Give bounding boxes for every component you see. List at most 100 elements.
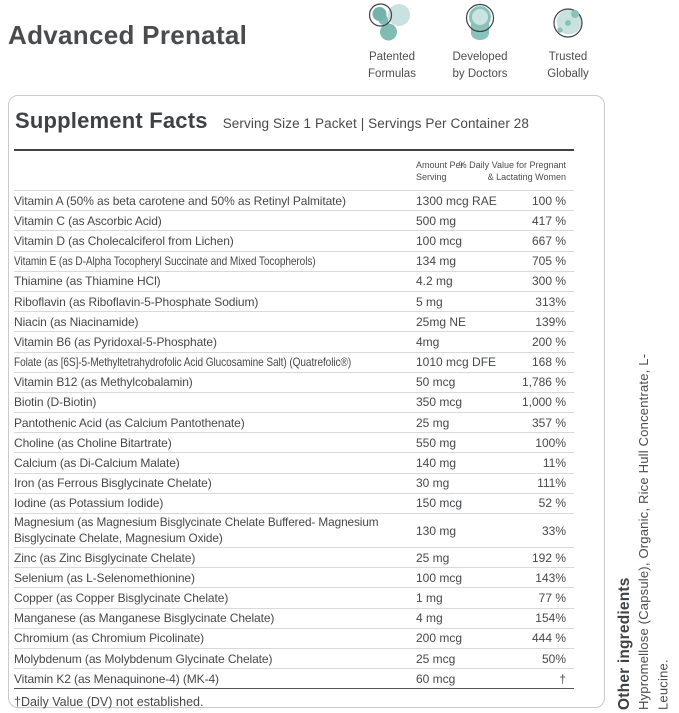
table-row: Chromium (as Chromium Picolinate) 200 mc… — [14, 629, 574, 649]
nutrient-amount: 4.2 mg — [416, 274, 453, 289]
nutrient-name: Iron (as Ferrous Bisglycinate Chelate) — [14, 476, 212, 491]
supplement-facts-panel: Supplement Facts Serving Size 1 Packet |… — [8, 95, 605, 709]
other-ingredients: Other ingredients Hypromellose (Capsule)… — [616, 310, 673, 710]
nutrient-name: Calcium (as Di-Calcium Malate) — [14, 456, 180, 471]
table-row: Folate (as [6S]-5-Methyltetrahydrofolic … — [14, 353, 574, 373]
table-row: Vitamin B6 (as Pyridoxal-5-Phosphate) 4m… — [14, 332, 574, 353]
nutrient-daily-value: 52 % — [538, 496, 566, 511]
table-row: Niacin (as Niacinamide) 25mg NE 139% — [14, 312, 574, 333]
nutrient-amount: 4mg — [416, 334, 440, 349]
other-ingredients-text: Hypromellose (Capsule), Organic, Rice Hu… — [636, 353, 671, 710]
nutrient-amount: 25 mcg — [416, 651, 456, 666]
badge-label: Trusted Globally — [547, 51, 589, 80]
nutrient-name: Magnesium (as Magnesium Bisglycinate Che… — [14, 515, 379, 545]
nutrient-daily-value: 300 % — [531, 274, 566, 289]
column-headers: Amount Per Serving % Daily Value for Pre… — [14, 151, 574, 191]
nutrient-name: Vitamin B12 (as Methylcobalamin) — [14, 375, 193, 390]
table-row: Vitamin A (50% as beta carotene and 50% … — [14, 191, 574, 212]
nutrient-name: Biotin (D-Biotin) — [14, 395, 97, 410]
nutrient-name: Copper (as Copper Bisglycinate Chelate) — [14, 590, 229, 605]
nutrient-amount: 25 mg — [416, 550, 450, 565]
nutrient-daily-value: 111% — [537, 476, 566, 491]
nutrient-amount: 500 mg — [416, 213, 457, 228]
table-row: Thiamine (as Thiamine HCl) 4.2 mg 300 % — [14, 272, 574, 292]
table-row: Calcium (as Di-Calcium Malate) 140 mg 11… — [14, 453, 574, 474]
nutrient-amount: 550 mg — [416, 435, 457, 450]
badge-label: Developed by Doctors — [452, 51, 508, 80]
table-row: Pantothenic Acid (as Calcium Pantothenat… — [14, 413, 574, 434]
table-row: Biotin (D-Biotin) 350 mcg 1,000 % — [14, 393, 574, 414]
other-ingredients-heading: Other ingredients — [616, 577, 633, 710]
lightbulb-icon — [465, 3, 495, 40]
nutrient-name: Riboflavin (as Riboflavin-5-Phosphate So… — [14, 294, 259, 309]
nutrient-daily-value: 705 % — [531, 254, 566, 269]
nutrient-name: Selenium (as L-Selenomethionine) — [14, 570, 195, 585]
nutrient-name: Molybdenum (as Molybdenum Glycinate Chel… — [14, 651, 273, 666]
nutrient-amount: 134 mg — [416, 254, 457, 269]
nutrient-daily-value: 1,786 % — [521, 375, 566, 390]
table-row: Molybdenum (as Molybdenum Glycinate Chel… — [14, 649, 574, 670]
column-header-daily-value: % Daily Value for Pregnant & Lactating W… — [458, 159, 566, 183]
nutrient-amount: 200 mcg — [416, 631, 463, 646]
nutrient-name: Vitamin K2 (as Menaquinone-4) (MK-4) — [14, 671, 219, 686]
nutrient-amount: 30 mg — [416, 476, 450, 491]
nutrient-amount: 150 mcg — [416, 496, 463, 511]
nutrient-name: Vitamin D (as Cholecalciferol from Liche… — [14, 233, 234, 248]
nutrient-name: Vitamin C (as Ascorbic Acid) — [14, 213, 162, 228]
table-row: Selenium (as L-Selenomethionine) 100 mcg… — [14, 568, 574, 589]
nutrient-daily-value: 192 % — [531, 550, 566, 565]
nutrient-name: Folate (as [6S]-5-Methyltetrahydrofolic … — [14, 355, 352, 370]
footnote: †Daily Value (DV) not established. — [14, 695, 204, 709]
nutrient-daily-value: 50% — [541, 651, 566, 666]
badge-developed-by-doctors: Developed by Doctors — [438, 3, 522, 82]
globe-icon — [553, 8, 583, 38]
header-rule — [14, 149, 574, 151]
column-header-amount: Amount Per Serving — [416, 159, 464, 183]
table-row: Vitamin C (as Ascorbic Acid) 500 mg 417 … — [14, 211, 574, 232]
nutrient-amount: 60 mcg — [416, 671, 456, 686]
table-row: Manganese (as Manganese Bisglycinate Che… — [14, 609, 574, 629]
nutrient-name: Vitamin A (50% as beta carotene and 50% … — [14, 193, 346, 208]
nutrient-daily-value: 77 % — [538, 590, 566, 605]
nutrient-amount: 4 mg — [416, 611, 443, 626]
table-row: Vitamin K2 (as Menaquinone-4) (MK-4) 60 … — [14, 669, 574, 690]
table-row: Magnesium (as Magnesium Bisglycinate Che… — [14, 514, 574, 548]
nutrient-amount: 350 mcg — [416, 395, 463, 410]
nutrient-amount: 130 mg — [416, 523, 457, 538]
table-row: Copper (as Copper Bisglycinate Chelate) … — [14, 588, 574, 609]
nutrient-amount: 1300 mcg RAE — [416, 193, 497, 208]
nutrient-name: Vitamin B6 (as Pyridoxal-5-Phosphate) — [14, 334, 217, 349]
facts-table-body: Vitamin A (50% as beta carotene and 50% … — [14, 191, 574, 690]
nutrient-name: Choline (as Choline Bitartrate) — [14, 435, 172, 450]
nutrient-daily-value: 139% — [535, 314, 566, 329]
nutrient-amount: 1010 mcg DFE — [416, 355, 497, 370]
table-row: Vitamin B12 (as Methylcobalamin) 50 mcg … — [14, 373, 574, 393]
page-title: Advanced Prenatal — [8, 20, 248, 50]
nutrient-daily-value: 357 % — [531, 415, 566, 430]
nutrient-daily-value: 100% — [535, 435, 566, 450]
nutrient-daily-value: 33% — [541, 523, 566, 538]
table-row: Zinc (as Zinc Bisglycinate Chelate) 25 m… — [14, 548, 574, 569]
nutrient-daily-value: 444 % — [531, 631, 566, 646]
nutrient-name: Thiamine (as Thiamine HCl) — [14, 274, 161, 289]
supplement-facts-title: Supplement Facts — [15, 108, 208, 133]
nutrient-amount: 25mg NE — [416, 314, 467, 329]
badge-label: Patented Formulas — [368, 51, 416, 80]
nutrient-name: Zinc (as Zinc Bisglycinate Chelate) — [14, 550, 196, 565]
nutrient-amount: 25 mg — [416, 415, 450, 430]
badge-patented-formulas: Patented Formulas — [350, 3, 434, 82]
nutrient-amount: 1 mg — [416, 590, 443, 605]
table-row: Iron (as Ferrous Bisglycinate Chelate) 3… — [14, 474, 574, 494]
badge-trusted-globally: Trusted Globally — [526, 3, 610, 82]
nutrient-name: Chromium (as Chromium Picolinate) — [14, 631, 205, 646]
table-row: Vitamin D (as Cholecalciferol from Liche… — [14, 231, 574, 252]
serving-info: Serving Size 1 Packet | Servings Per Con… — [222, 116, 529, 131]
nutrient-daily-value: † — [559, 671, 566, 686]
nutrient-amount: 50 mcg — [416, 375, 456, 390]
panel-header: Supplement Facts Serving Size 1 Packet |… — [15, 108, 529, 134]
nutrient-daily-value: 11% — [542, 456, 566, 471]
nutrient-amount: 5 mg — [416, 294, 443, 309]
nutrient-daily-value: 667 % — [531, 233, 566, 248]
nutrient-daily-value: 143% — [535, 570, 566, 585]
